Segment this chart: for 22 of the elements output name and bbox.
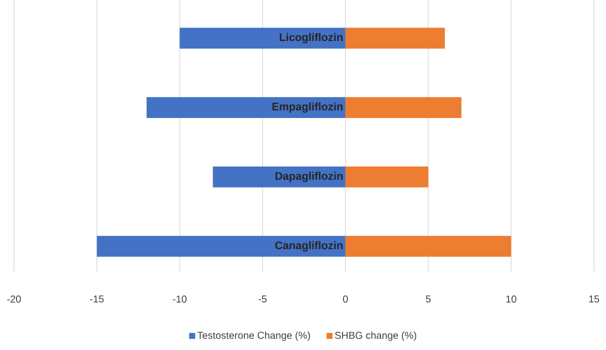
x-tick-label: 5 — [426, 296, 431, 302]
bar — [345, 236, 512, 257]
y-tick-label: Empagliflozin — [272, 102, 343, 113]
bar — [212, 166, 346, 188]
y-tick-label: Dapagliflozin — [276, 172, 343, 182]
x-tick-label: 10 — [506, 296, 516, 303]
y-tick-label: Licogliflozin — [280, 33, 343, 44]
bar — [345, 166, 428, 188]
x-tick-label: 0 — [343, 296, 348, 303]
bar — [180, 28, 346, 49]
bar — [146, 97, 346, 118]
x-tick-label: -20 — [7, 296, 21, 303]
x-tick-label: -5 — [258, 296, 267, 302]
legend-label: SHBG change (%) — [335, 332, 416, 341]
x-tick-label: -10 — [172, 296, 187, 303]
bar — [345, 28, 445, 49]
bar — [345, 97, 462, 118]
bar — [96, 236, 346, 257]
y-tick-label: Canagliflozin — [275, 241, 343, 252]
x-tick-label: -15 — [90, 296, 104, 302]
legend-label: Testosterone Change (%) — [197, 332, 310, 341]
x-tick-label: 15 — [589, 296, 600, 302]
